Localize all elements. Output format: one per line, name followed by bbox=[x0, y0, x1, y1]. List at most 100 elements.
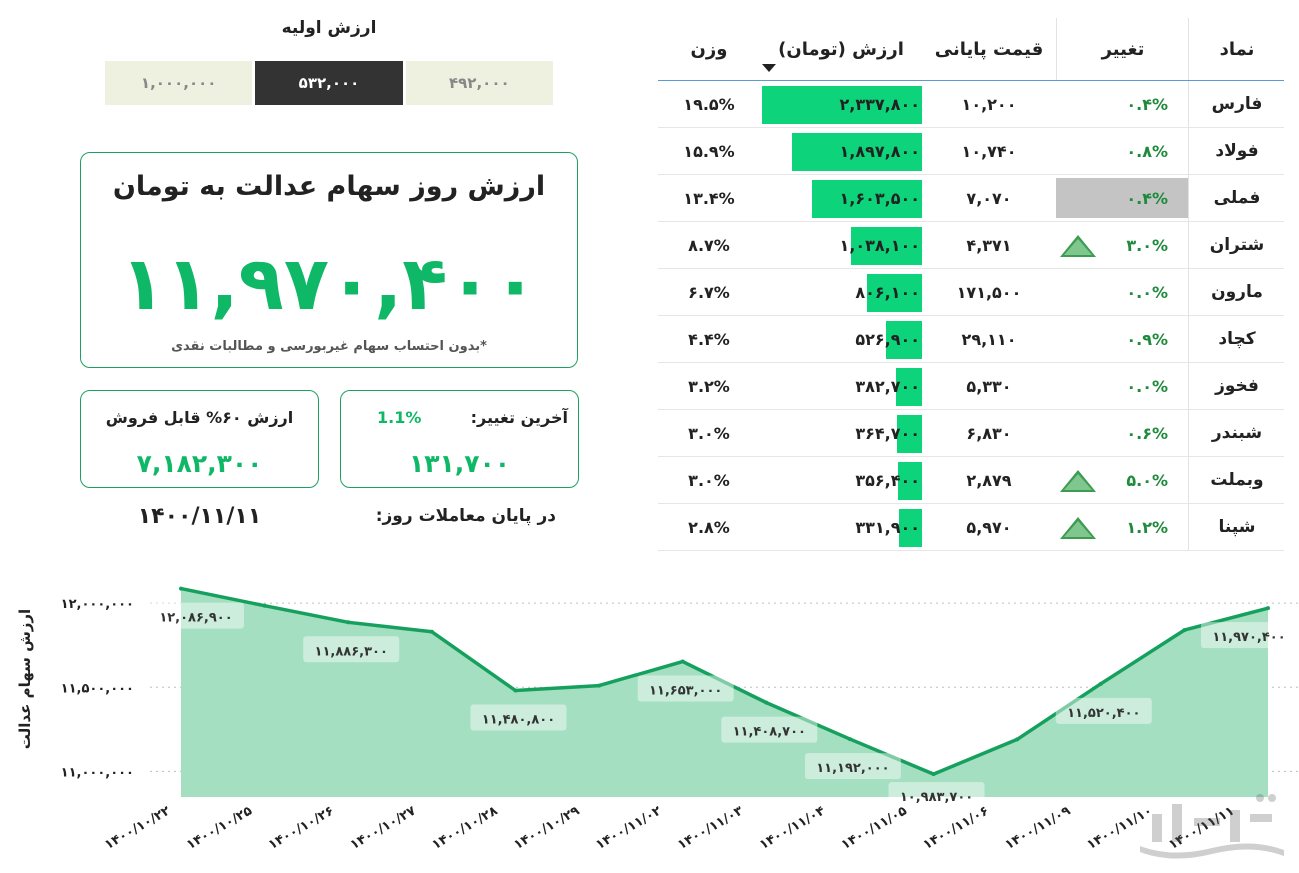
row-weight: ۴.۴% bbox=[688, 329, 730, 349]
row-value-text: ۳۸۲,۷۰۰ bbox=[855, 376, 920, 396]
data-label: ۱۱,۶۵۳,۰۰۰ bbox=[649, 684, 722, 699]
row-weight: ۳.۰% bbox=[688, 470, 730, 490]
x-tick-label: ۱۴۰۰/۱۰/۲۹ bbox=[512, 803, 583, 853]
row-price: ۱۰,۲۰۰ bbox=[961, 94, 1017, 114]
data-point[interactable] bbox=[847, 737, 852, 742]
header-price[interactable]: قیمت پایانی bbox=[934, 38, 1044, 60]
row-value: ۱,۸۹۷,۸۰۰ bbox=[760, 128, 922, 174]
trade-date-label: در پایان معاملات روز: bbox=[375, 506, 556, 526]
row-weight: ۳.۰% bbox=[688, 423, 730, 443]
row-symbol[interactable]: فولاد bbox=[1188, 128, 1285, 174]
data-point[interactable] bbox=[179, 586, 183, 591]
row-value-text: ۵۲۶,۹۰۰ bbox=[855, 329, 920, 349]
data-label: ۱۱,۸۸۶,۳۰۰ bbox=[315, 644, 388, 659]
table-row[interactable]: شپنا ۱.۲% ۵,۹۷۰ ۳۳۱,۹۰۰ ۲.۸% bbox=[658, 504, 1284, 551]
row-price: ۵,۳۳۰ bbox=[966, 376, 1012, 396]
x-tick-label: ۱۴۰۰/۱۰/۲۲ bbox=[102, 803, 173, 853]
row-symbol[interactable]: فخوز bbox=[1188, 363, 1285, 409]
row-symbol[interactable]: فملی bbox=[1188, 175, 1285, 221]
row-weight: ۱۹.۵% bbox=[683, 94, 735, 114]
data-point[interactable] bbox=[262, 603, 267, 608]
trend-up-icon bbox=[1060, 517, 1096, 539]
table-row[interactable]: فخوز ۰.۰% ۵,۳۳۰ ۳۸۲,۷۰۰ ۳.۲% bbox=[658, 363, 1284, 410]
y-tick-label: ۱۲,۰۰۰,۰۰۰ bbox=[61, 597, 134, 612]
row-value-text: ۱,۰۳۸,۱۰۰ bbox=[839, 235, 920, 255]
table-row[interactable]: مارون ۰.۰% ۱۷۱,۵۰۰ ۸۰۶,۱۰۰ ۶.۷% bbox=[658, 269, 1284, 316]
row-weight: ۱۵.۹% bbox=[683, 141, 735, 161]
main-value-title: ارزش روز سهام عدالت به تومان bbox=[112, 171, 546, 202]
data-point[interactable] bbox=[1098, 681, 1103, 686]
value-bar bbox=[762, 86, 922, 124]
data-label: ۱۱,۵۲۰,۴۰۰ bbox=[1067, 706, 1140, 721]
row-price: ۶,۸۳۰ bbox=[966, 423, 1012, 443]
y-tick-label: ۱۱,۰۰۰,۰۰۰ bbox=[61, 765, 134, 780]
initial-value-title: ارزش اولیه bbox=[281, 18, 377, 38]
sellable-card: ارزش ۶۰% قابل فروش ۷,۱۸۲,۳۰۰ bbox=[80, 390, 319, 488]
data-label-bg bbox=[470, 704, 567, 731]
value-bar bbox=[898, 462, 922, 500]
x-tick-label: ۱۴۰۰/۱۱/۰۹ bbox=[1003, 803, 1074, 853]
table-row[interactable]: شتران ۳.۰% ۴,۳۷۱ ۱,۰۳۸,۱۰۰ ۸.۷% bbox=[658, 222, 1284, 269]
table-row[interactable]: شبندر ۰.۶% ۶,۸۳۰ ۳۶۴,۷۰۰ ۳.۰% bbox=[658, 410, 1284, 457]
data-point[interactable] bbox=[764, 700, 769, 705]
data-point[interactable] bbox=[597, 683, 602, 688]
row-symbol[interactable]: شتران bbox=[1188, 222, 1285, 268]
main-value-number: ۱۱,۹۷۰,۴۰۰ bbox=[120, 241, 538, 327]
sellable-label: ارزش ۶۰% قابل فروش bbox=[105, 408, 294, 427]
row-value-text: ۱,۶۰۳,۵۰۰ bbox=[839, 188, 920, 208]
row-change: ۰.۴% bbox=[1056, 178, 1188, 218]
data-point[interactable] bbox=[1015, 737, 1020, 742]
x-tick-label: ۱۴۰۰/۱۰/۲۶ bbox=[266, 803, 337, 852]
data-point[interactable] bbox=[1182, 628, 1187, 633]
main-value-note: *بدون احتساب سهام غیربورسی و مطالبات نقد… bbox=[171, 339, 487, 354]
data-point[interactable] bbox=[1266, 606, 1270, 611]
row-symbol[interactable]: کچاد bbox=[1188, 316, 1285, 362]
header-value[interactable]: ارزش (تومان) bbox=[778, 38, 904, 60]
row-value-text: ۲,۳۳۷,۸۰۰ bbox=[839, 94, 920, 114]
table-row[interactable]: کچاد ۰.۹% ۲۹,۱۱۰ ۵۲۶,۹۰۰ ۴.۴% bbox=[658, 316, 1284, 363]
row-symbol[interactable]: شبندر bbox=[1188, 410, 1285, 456]
row-change: ۰.۰% bbox=[1126, 376, 1168, 396]
row-price: ۵,۹۷۰ bbox=[966, 517, 1012, 537]
series-line bbox=[180, 586, 1269, 776]
sort-desc-icon[interactable] bbox=[762, 64, 776, 72]
header-change[interactable]: تغییر bbox=[1056, 18, 1189, 80]
data-label-bg bbox=[804, 753, 901, 780]
row-symbol[interactable]: شپنا bbox=[1188, 504, 1285, 550]
row-symbol[interactable]: وبملت bbox=[1188, 457, 1285, 503]
data-label: ۱۱,۴۸۰,۸۰۰ bbox=[482, 713, 555, 728]
row-value: ۳۳۱,۹۰۰ bbox=[760, 504, 922, 550]
header-symbol[interactable]: نماد bbox=[1188, 18, 1285, 80]
row-change: ۰.۰% bbox=[1126, 282, 1168, 302]
row-weight: ۳.۲% bbox=[688, 376, 730, 396]
data-label-bg bbox=[148, 602, 244, 629]
last-change-value: ۱۳۱,۷۰۰ bbox=[408, 449, 511, 478]
chart-svg: ۱۱,۰۰۰,۰۰۰ ۱۱,۵۰۰,۰۰۰ ۱۲,۰۰۰,۰۰۰ ۱۲,۰۸۶,۹۰۰… bbox=[16, 586, 1299, 853]
row-symbol[interactable]: فارس bbox=[1188, 81, 1285, 127]
table-row[interactable]: فملی ۰.۴% ۷,۰۷۰ ۱,۶۰۳,۵۰۰ ۱۳.۴% bbox=[658, 175, 1284, 222]
initial-option-1000000[interactable]: ۱,۰۰۰,۰۰۰ bbox=[105, 61, 253, 105]
x-tick-label: ۱۴۰۰/۱۰/۲۸ bbox=[430, 803, 501, 853]
data-point[interactable] bbox=[429, 629, 434, 634]
data-point[interactable] bbox=[931, 772, 936, 777]
table-row[interactable]: فولاد ۰.۸% ۱۰,۷۴۰ ۱,۸۹۷,۸۰۰ ۱۵.۹% bbox=[658, 128, 1284, 175]
data-point[interactable] bbox=[680, 659, 685, 664]
header-weight[interactable]: وزن bbox=[690, 38, 728, 60]
data-point[interactable] bbox=[513, 688, 518, 693]
row-change: ۵.۰% bbox=[1126, 470, 1168, 490]
row-value-text: ۳۶۴,۷۰۰ bbox=[855, 423, 920, 443]
row-value: ۸۰۶,۱۰۰ bbox=[760, 269, 922, 315]
initial-option-532000[interactable]: ۵۳۲,۰۰۰ bbox=[255, 61, 403, 105]
row-value: ۱,۰۳۸,۱۰۰ bbox=[760, 222, 922, 268]
row-price: ۷,۰۷۰ bbox=[966, 188, 1012, 208]
row-value: ۲,۳۳۷,۸۰۰ bbox=[760, 81, 922, 127]
table-row[interactable]: وبملت ۵.۰% ۲,۸۷۹ ۳۵۶,۴۰۰ ۳.۰% bbox=[658, 457, 1284, 504]
data-label-bg bbox=[1201, 622, 1297, 649]
row-symbol[interactable]: مارون bbox=[1188, 269, 1285, 315]
value-history-chart: ۱۱,۰۰۰,۰۰۰ ۱۱,۵۰۰,۰۰۰ ۱۲,۰۰۰,۰۰۰ ۱۲,۰۸۶,۹۰۰… bbox=[0, 575, 1299, 873]
row-value: ۱,۶۰۳,۵۰۰ bbox=[760, 175, 922, 221]
data-point[interactable] bbox=[346, 620, 351, 625]
table-row[interactable]: فارس ۰.۴% ۱۰,۲۰۰ ۲,۳۳۷,۸۰۰ ۱۹.۵% bbox=[658, 81, 1284, 128]
initial-option-492000[interactable]: ۴۹۲,۰۰۰ bbox=[405, 61, 553, 105]
table-header: نماد تغییر قیمت پایانی ارزش (تومان) وزن bbox=[658, 18, 1284, 81]
